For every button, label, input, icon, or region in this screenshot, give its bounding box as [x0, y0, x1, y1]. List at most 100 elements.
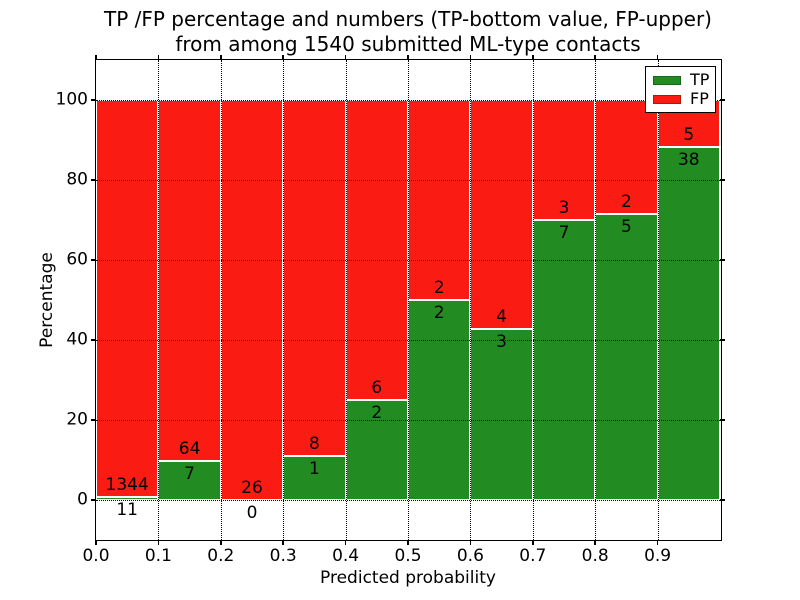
x-gridline [345, 60, 347, 540]
x-tick-mark-bottom [469, 540, 472, 545]
x-tick-mark-bottom [157, 540, 160, 545]
y-tick-label: 40 [66, 329, 88, 350]
bar-tp-segment [595, 214, 658, 500]
bar-fp-segment [408, 100, 471, 300]
chart-title-line1: TP /FP percentage and numbers (TP-bottom… [104, 7, 712, 31]
x-tick-mark-top [407, 55, 409, 60]
tp-count-label: 7 [184, 463, 196, 484]
chart-title: TP /FP percentage and numbers (TP-bottom… [8, 7, 800, 57]
x-axis-label: Predicted probability [320, 568, 496, 588]
y-tick-mark-right [720, 259, 725, 261]
bar-fp-segment [158, 100, 221, 461]
x-tick-mark-top [95, 55, 97, 60]
y-tick-mark-left [91, 339, 96, 341]
x-tick-mark-bottom [95, 540, 97, 545]
x-tick-mark-bottom [656, 540, 659, 545]
legend-item-tp: TP [653, 72, 715, 88]
fp-count-label: 4 [496, 306, 508, 327]
x-tick-mark-bottom [407, 540, 409, 545]
fp-count-label: 64 [178, 438, 201, 459]
bar-tp-segment [158, 460, 221, 500]
tp-count-label: 0 [246, 503, 258, 523]
y-tick-mark-right [720, 339, 725, 341]
legend: TP FP [645, 66, 716, 113]
x-tick-label: 0.6 [456, 546, 484, 566]
y-gridline [96, 420, 720, 421]
fp-count-label: 1344 [105, 474, 149, 495]
fp-count-label: 2 [433, 278, 445, 298]
tp-count-label: 3 [496, 331, 508, 352]
x-tick-mark-bottom [344, 540, 347, 545]
bar-tp-segment [470, 328, 533, 500]
x-gridline [408, 60, 409, 540]
x-tick-label: 0.2 [207, 546, 235, 566]
tp-count-label: 11 [116, 499, 139, 520]
y-tick-mark-left [91, 259, 96, 261]
y-tick-mark-left [91, 99, 96, 101]
y-tick-label: 20 [66, 409, 88, 430]
tp-count-label: 38 [677, 149, 700, 170]
x-tick-label: 0.4 [332, 546, 360, 566]
x-tick-label: 0.5 [394, 546, 422, 566]
x-gridline [532, 60, 534, 540]
tp-count-label: 7 [558, 223, 570, 243]
x-tick-mark-top [344, 55, 347, 60]
bar-fp-segment [595, 100, 658, 215]
legend-label-fp: FP [690, 89, 709, 108]
y-tick-mark-right [720, 419, 725, 421]
x-tick-mark-top [220, 55, 222, 60]
y-tick-mark-left [91, 419, 96, 421]
x-gridline [657, 60, 659, 540]
y-tick-label: 100 [55, 89, 88, 110]
y-tick-mark-right [720, 499, 725, 501]
y-gridline [96, 180, 720, 181]
x-tick-label: 0.1 [144, 546, 172, 566]
y-tick-mark-right [720, 99, 725, 101]
bar-fp-segment [220, 100, 284, 500]
bar-fp-segment [283, 100, 346, 456]
y-gridline [96, 340, 720, 341]
x-tick-label: 0.0 [82, 546, 110, 566]
x-tick-mark-top [282, 55, 284, 60]
fp-count-label: 5 [683, 124, 695, 145]
x-gridline [220, 60, 222, 540]
fp-color-swatch [653, 94, 681, 104]
fp-count-label: 26 [241, 478, 263, 498]
bar-fp-segment [532, 100, 596, 220]
bar-fp-segment [96, 100, 159, 497]
x-gridline [595, 60, 597, 540]
legend-label-tp: TP [690, 70, 710, 89]
x-tick-mark-bottom [282, 540, 284, 545]
x-tick-mark-top [157, 55, 160, 60]
y-tick-mark-right [720, 179, 725, 181]
bar-fp-segment [470, 100, 533, 329]
bar-tp-segment [345, 400, 408, 500]
y-tick-label: 60 [66, 249, 88, 270]
x-tick-mark-bottom [220, 540, 222, 545]
x-gridline [283, 60, 285, 540]
x-tick-mark-top [656, 55, 659, 60]
fp-count-label: 2 [620, 192, 632, 213]
y-tick-label: 0 [77, 489, 88, 510]
x-tick-label: 0.7 [519, 546, 547, 566]
y-tick-mark-left [91, 179, 96, 181]
legend-item-fp: FP [653, 91, 715, 107]
fp-count-label: 3 [558, 198, 570, 218]
x-tick-mark-top [594, 55, 596, 60]
fp-count-label: 6 [371, 378, 383, 398]
y-axis-label: Percentage [37, 252, 57, 348]
x-tick-mark-top [469, 55, 472, 60]
tp-count-label: 1 [308, 458, 320, 479]
bar-tp-segment [96, 496, 159, 500]
y-gridline [96, 260, 720, 261]
x-tick-label: 0.8 [581, 546, 609, 566]
bar-fp-segment [345, 100, 408, 400]
x-tick-label: 0.9 [644, 546, 672, 566]
x-tick-mark-bottom [594, 540, 596, 545]
tp-count-label: 2 [433, 303, 445, 323]
x-gridline [158, 60, 160, 540]
tp-count-label: 2 [371, 403, 383, 423]
x-tick-mark-bottom [532, 540, 534, 545]
y-tick-label: 80 [66, 169, 88, 190]
